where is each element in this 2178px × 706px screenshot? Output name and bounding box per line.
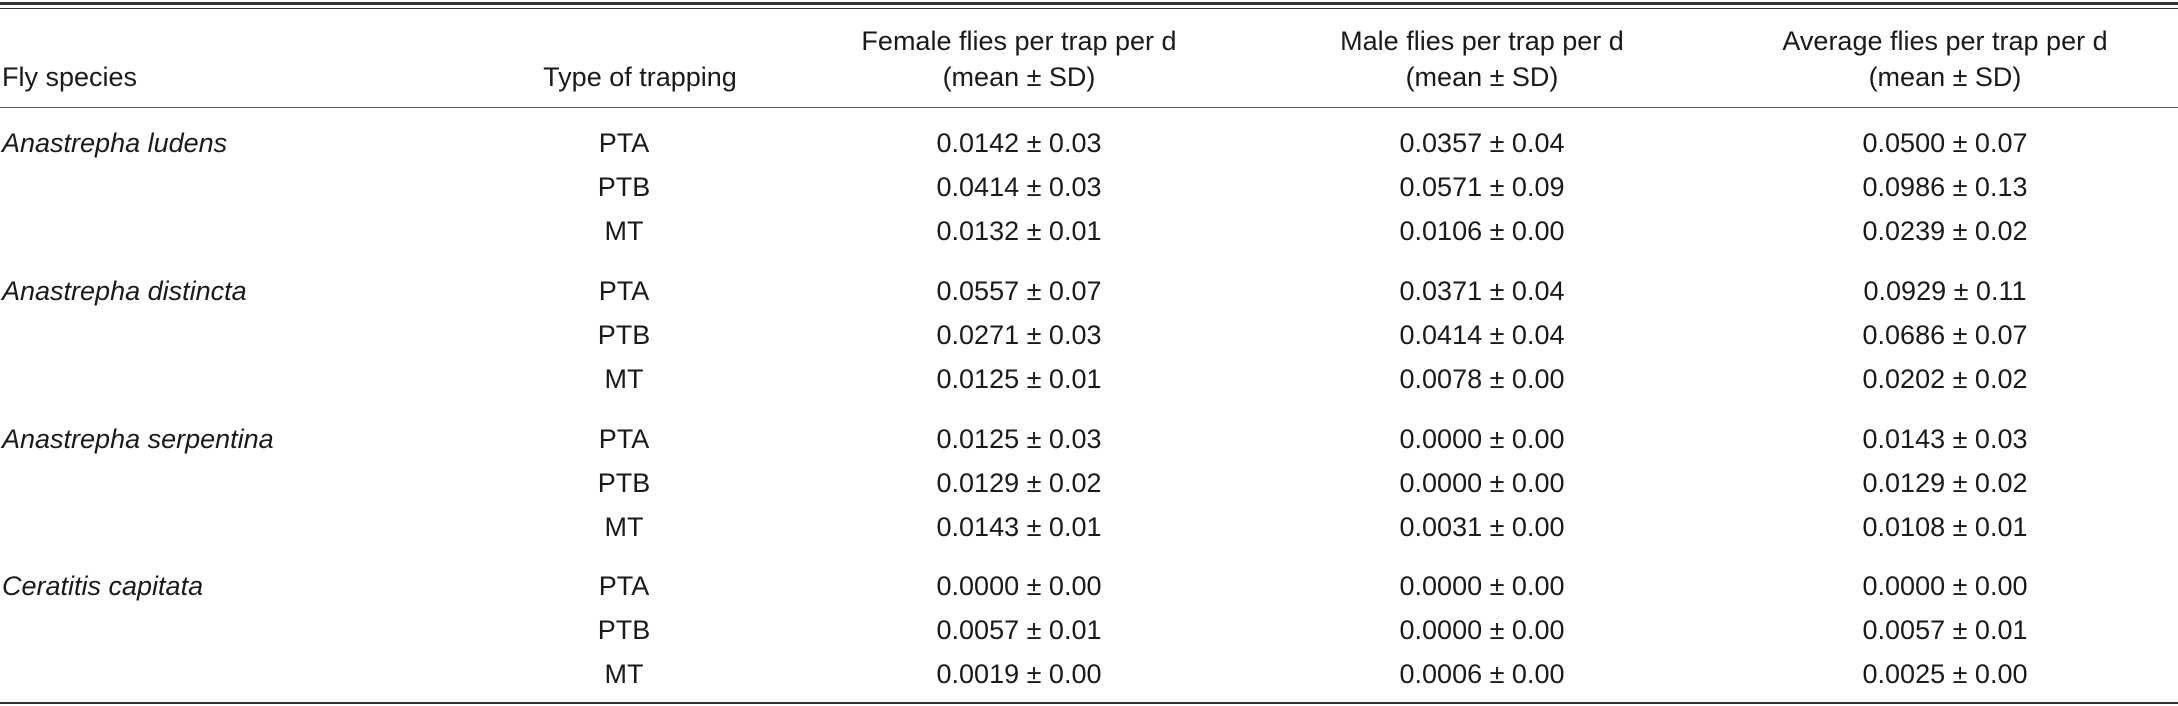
average-value: 0.0239 ± 0.02 [1862, 216, 2028, 246]
female-value: 0.0143 ± 0.01 [936, 512, 1102, 542]
top-rule [0, 2, 2178, 5]
male-value: 0.0414 ± 0.04 [1399, 320, 1565, 350]
average-value: 0.0025 ± 0.00 [1862, 659, 2028, 689]
species-name: Anastrepha ludens [2, 128, 228, 158]
female-value: 0.0129 ± 0.02 [936, 468, 1102, 498]
header-type-of-trapping: Type of trapping [543, 62, 737, 92]
bottom-rule [0, 702, 2178, 704]
female-value: 0.0125 ± 0.01 [936, 364, 1102, 394]
male-value: 0.0357 ± 0.04 [1399, 128, 1565, 158]
species-name: Anastrepha serpentina [2, 424, 274, 454]
average-value: 0.0202 ± 0.02 [1862, 364, 2028, 394]
male-value: 0.0000 ± 0.00 [1399, 468, 1565, 498]
female-value: 0.0000 ± 0.00 [936, 571, 1102, 601]
average-value: 0.0500 ± 0.07 [1862, 128, 2028, 158]
header-average-line1: Average flies per trap per d [1782, 26, 2108, 56]
average-value: 0.0929 ± 0.11 [1863, 276, 2027, 306]
species-name: Ceratitis capitata [2, 571, 204, 601]
trap-type: PTB [597, 172, 651, 202]
trap-type: PTA [598, 424, 650, 454]
average-value: 0.0129 ± 0.02 [1862, 468, 2028, 498]
trap-type: MT [604, 659, 644, 689]
header-rule [0, 107, 2178, 108]
average-value: 0.0986 ± 0.13 [1862, 172, 2028, 202]
trap-type: MT [604, 364, 644, 394]
header-female-line1: Female flies per trap per d [861, 26, 1177, 56]
species-name: Anastrepha distincta [2, 276, 247, 306]
top-rule-thin [0, 8, 2178, 9]
male-value: 0.0571 ± 0.09 [1399, 172, 1565, 202]
male-value: 0.0031 ± 0.00 [1399, 512, 1565, 542]
female-value: 0.0132 ± 0.01 [936, 216, 1102, 246]
female-value: 0.0414 ± 0.03 [936, 172, 1102, 202]
header-male-line1: Male flies per trap per d [1340, 26, 1624, 56]
header-female-line2: (mean ± SD) [942, 62, 1096, 92]
male-value: 0.0000 ± 0.00 [1399, 424, 1565, 454]
male-value: 0.0000 ± 0.00 [1399, 615, 1565, 645]
male-value: 0.0371 ± 0.04 [1399, 276, 1565, 306]
header-average-line2: (mean ± SD) [1868, 62, 2022, 92]
average-value: 0.0057 ± 0.01 [1862, 615, 2028, 645]
trap-type: PTA [598, 276, 650, 306]
male-value: 0.0006 ± 0.00 [1399, 659, 1565, 689]
male-value: 0.0000 ± 0.00 [1399, 571, 1565, 601]
female-value: 0.0019 ± 0.00 [936, 659, 1102, 689]
trap-type: PTB [597, 468, 651, 498]
female-value: 0.0271 ± 0.03 [936, 320, 1102, 350]
trap-type: MT [604, 512, 644, 542]
female-value: 0.0125 ± 0.03 [936, 424, 1102, 454]
female-value: 0.0142 ± 0.03 [936, 128, 1102, 158]
header-male-line2: (mean ± SD) [1405, 62, 1559, 92]
trap-type: PTB [597, 320, 651, 350]
female-value: 0.0057 ± 0.01 [936, 615, 1102, 645]
trap-type: PTA [598, 128, 650, 158]
trap-type: PTB [597, 615, 651, 645]
male-value: 0.0106 ± 0.00 [1399, 216, 1565, 246]
average-value: 0.0686 ± 0.07 [1862, 320, 2028, 350]
female-value: 0.0557 ± 0.07 [936, 276, 1102, 306]
trap-type: MT [604, 216, 644, 246]
average-value: 0.0000 ± 0.00 [1862, 571, 2028, 601]
trap-type: PTA [598, 571, 650, 601]
header-fly-species: Fly species [2, 62, 138, 92]
average-value: 0.0143 ± 0.03 [1862, 424, 2028, 454]
male-value: 0.0078 ± 0.00 [1399, 364, 1565, 394]
average-value: 0.0108 ± 0.01 [1862, 512, 2028, 542]
